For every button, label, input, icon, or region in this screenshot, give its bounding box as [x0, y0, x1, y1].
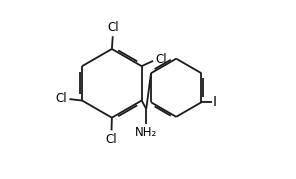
Text: Cl: Cl: [106, 133, 117, 146]
Text: Cl: Cl: [56, 92, 67, 105]
Text: NH₂: NH₂: [135, 126, 157, 139]
Text: I: I: [213, 95, 217, 109]
Text: Cl: Cl: [155, 53, 167, 66]
Text: Cl: Cl: [107, 21, 119, 34]
